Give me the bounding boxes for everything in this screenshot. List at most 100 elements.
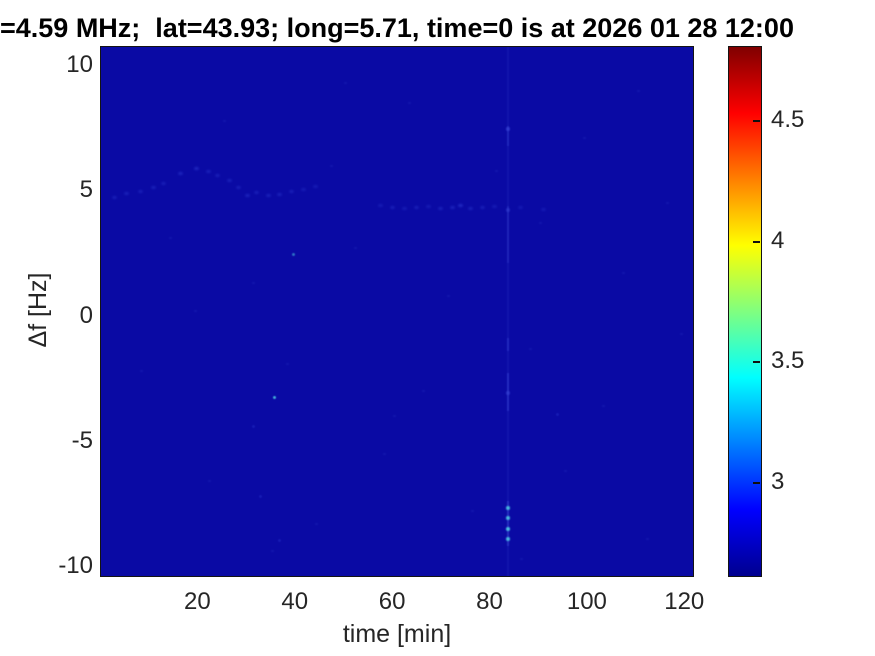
vertical-streak-segment: [506, 206, 509, 263]
colorbar-tick-mark: [753, 361, 760, 364]
heatmap-speckle: [665, 202, 669, 205]
heatmap-plot-area: [100, 46, 694, 577]
plot-title: =4.59 MHz; lat=43.93; long=5.71, time=0 …: [0, 13, 794, 43]
heatmap-trace-dot: [541, 207, 547, 211]
heatmap-trace-dot: [377, 203, 383, 207]
streak-bright-dot: [505, 537, 510, 542]
x-tick-label: 60: [378, 588, 406, 615]
x-tick-label: 40: [281, 588, 309, 615]
heatmap-trace-dot: [450, 205, 456, 209]
heatmap-speckle: [636, 89, 640, 92]
heatmap-trace-dot: [265, 193, 271, 197]
vertical-streak-segment: [506, 501, 509, 546]
heatmap-trace-dot: [414, 205, 419, 209]
streak-bright-dot: [505, 127, 510, 132]
heatmap-speckle: [602, 405, 606, 408]
heatmap-trace-dot: [226, 178, 232, 182]
heatmap-trace-dot: [124, 191, 130, 195]
heatmap-isolated-dot: [555, 413, 559, 417]
heatmap-speckle: [471, 510, 475, 513]
heatmap-trace-dot: [289, 189, 295, 193]
heatmap-speckle: [680, 332, 684, 335]
vertical-streak-segment: [506, 338, 509, 352]
colorbar-tick-label: 3: [771, 467, 785, 495]
x-tick-label: 80: [476, 588, 503, 615]
heatmap-speckle: [563, 470, 567, 473]
heatmap-isolated-dot: [252, 425, 256, 429]
heatmap-trace-dot: [244, 193, 250, 197]
streak-bright-dot: [505, 527, 510, 532]
heatmap-speckle: [286, 362, 290, 365]
streak-bright-dot: [505, 390, 510, 395]
heatmap-trace-dot: [254, 190, 260, 194]
heatmap-speckle: [393, 415, 397, 418]
colorbar-tick-mark: [753, 240, 760, 243]
heatmap-trace-dot: [277, 192, 283, 196]
colorbar-tick-label: 3.5: [771, 347, 805, 375]
colorbar-tick-label: 4.5: [771, 105, 805, 133]
x-tick-label: 20: [184, 588, 211, 615]
colorbar-tick-label: 4: [771, 226, 785, 254]
heatmap-isolated-dot: [259, 494, 263, 498]
streak-bright-dot: [505, 207, 510, 212]
heatmap-speckle: [222, 119, 226, 122]
heatmap-trace-dot: [426, 204, 432, 208]
heatmap-speckle: [446, 294, 450, 297]
vertical-streak: [506, 47, 509, 576]
heatmap-trace-dot: [138, 189, 144, 193]
heatmap-trace-dot: [437, 206, 443, 210]
heatmap-speckle: [251, 282, 255, 285]
streak-bright-dot: [505, 505, 510, 510]
heatmap-speckle: [583, 137, 587, 140]
heatmap-trace-dot: [178, 172, 184, 176]
heatmap-speckle: [344, 82, 348, 85]
x-tick-label: 120: [664, 588, 705, 615]
heatmap-speckle: [354, 247, 358, 250]
heatmap-speckle: [315, 522, 319, 525]
heatmap-isolated-dot: [278, 539, 282, 543]
heatmap-trace-dot: [468, 206, 474, 210]
heatmap-isolated-dot: [292, 253, 296, 257]
heatmap-trace-dot: [390, 205, 396, 209]
heatmap-trace-dot: [150, 185, 156, 189]
streak-bright-dot: [505, 515, 510, 520]
heatmap-speckle: [208, 480, 212, 483]
heatmap-trace-dot: [205, 170, 211, 174]
heatmap-speckle: [529, 347, 533, 350]
heatmap-speckle: [139, 370, 143, 373]
y-tick-label: 0: [79, 301, 93, 329]
heatmap-trace-dot: [236, 185, 242, 189]
y-tick-label: -10: [58, 551, 93, 579]
heatmap-trace-dot: [194, 167, 200, 171]
heatmap-speckle: [329, 164, 333, 167]
heatmap-speckle: [193, 309, 197, 312]
y-tick-label: -5: [71, 426, 93, 454]
y-tick-label: 5: [79, 176, 93, 204]
heatmap-speckle: [271, 550, 275, 553]
heatmap-trace-dot: [457, 203, 463, 207]
colorbar: [728, 46, 762, 577]
heatmap-trace-dot: [402, 206, 408, 210]
heatmap-speckle: [646, 537, 650, 540]
heatmap-trace-dot: [480, 205, 486, 209]
heatmap-trace-dot: [301, 187, 307, 191]
heatmap-speckle: [495, 169, 499, 172]
heatmap-trace-dot: [313, 184, 319, 188]
heatmap-trace-dot: [518, 205, 524, 209]
heatmap-speckle: [407, 102, 411, 105]
heatmap-isolated-dot: [273, 396, 277, 400]
y-tick-label: 10: [66, 51, 93, 79]
vertical-streak-segment: [506, 126, 509, 146]
colorbar-tick-mark: [753, 481, 760, 484]
heatmap-trace-dot: [161, 181, 167, 185]
heatmap-speckle: [621, 272, 625, 275]
heatmap-trace-dot: [111, 195, 117, 199]
x-tick-label: 100: [566, 588, 607, 615]
heatmap-trace-dot: [491, 204, 497, 208]
heatmap-speckle: [383, 452, 387, 455]
heatmap-speckle: [539, 222, 543, 225]
heatmap-speckle: [422, 390, 426, 393]
heatmap-speckle: [169, 237, 173, 240]
colorbar-tick-mark: [753, 119, 760, 122]
